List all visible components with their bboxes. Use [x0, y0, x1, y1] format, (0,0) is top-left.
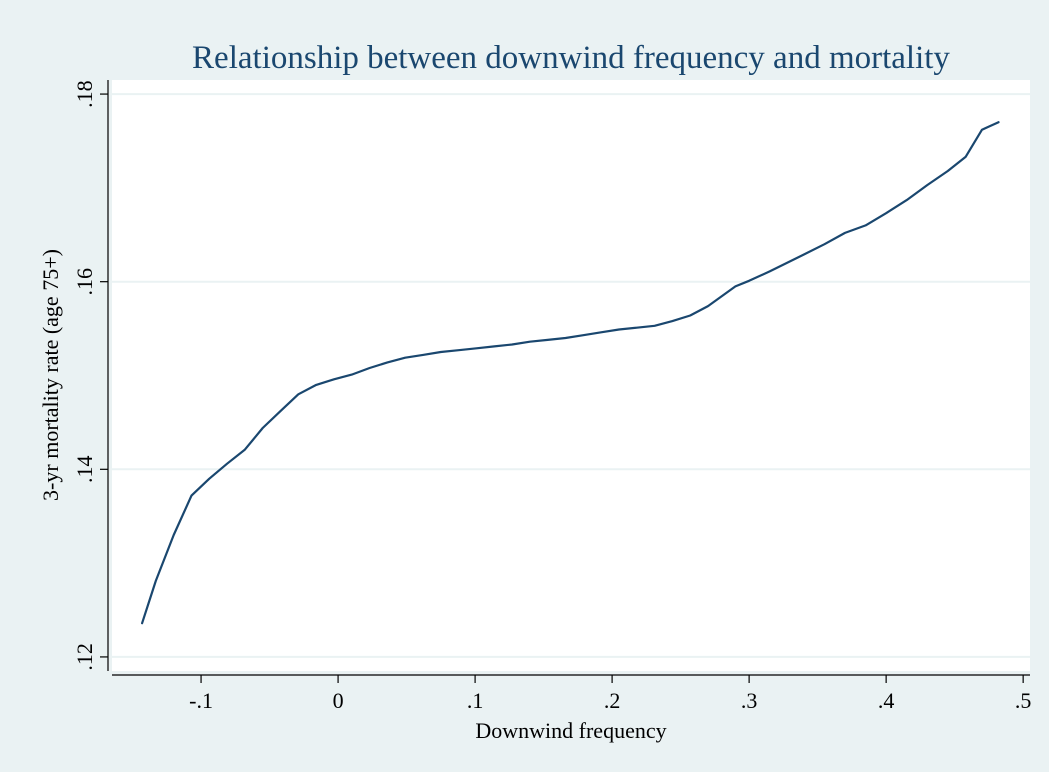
x-tick-label: .1	[467, 688, 484, 713]
plot-area	[112, 80, 1030, 671]
x-tick-label: 0	[333, 688, 344, 713]
x-tick-label: .2	[604, 688, 621, 713]
x-tick-label: .3	[741, 688, 758, 713]
gridlines	[112, 93, 1030, 658]
x-tick-label: .4	[878, 688, 895, 713]
chart-title: Relationship between downwind frequency …	[192, 40, 950, 76]
x-axis-label: Downwind frequency	[475, 718, 666, 743]
y-axis-label: 3-yr mortality rate (age 75+)	[38, 249, 63, 501]
series-layer	[141, 121, 1000, 625]
x-tick-label: .5	[1015, 688, 1032, 713]
y-tick-label: .16	[72, 268, 97, 296]
y-axis-ticks: .12 .14 .16 .18	[72, 80, 108, 671]
y-tick-label: .18	[72, 80, 97, 108]
series-line	[141, 121, 1000, 625]
y-tick-label: .12	[72, 643, 97, 671]
x-tick-label: -.1	[189, 688, 213, 713]
x-axis-ticks: -.1 0 .1 .2 .3 .4 .5	[189, 675, 1031, 713]
y-tick-label: .14	[72, 456, 97, 484]
